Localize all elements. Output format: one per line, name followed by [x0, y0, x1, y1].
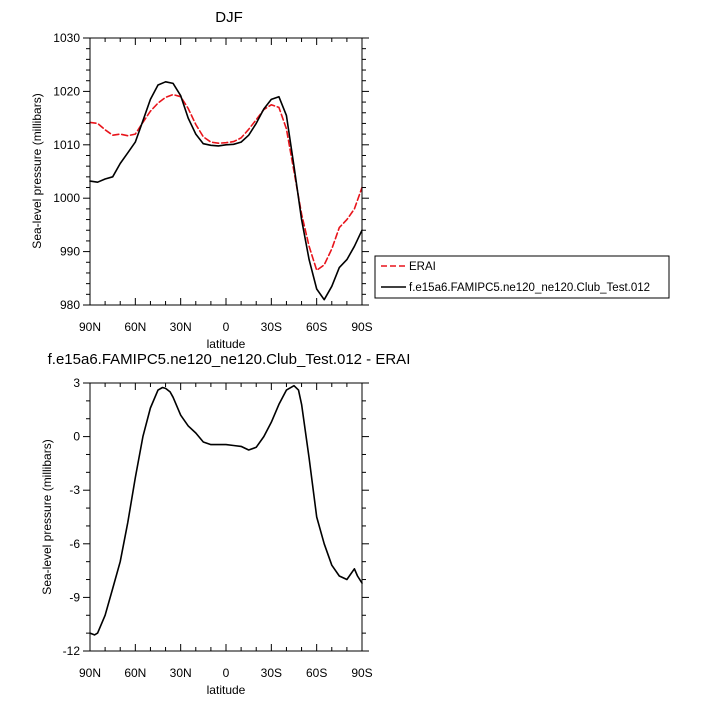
tick-layer: 90N 60N 30N 0 30S 60S 90S 980 990 1000 1010 1020 103… — [53, 31, 372, 334]
x-tick-label: 60S — [306, 320, 327, 334]
y-tick-label: -6 — [69, 537, 80, 551]
x-tick-label: 60N — [124, 320, 146, 334]
y-tick-label: -12 — [63, 644, 81, 658]
x-axis-label: latitude — [207, 683, 246, 697]
y-tick-label: 0 — [73, 430, 80, 444]
y-tick-label: 3 — [73, 376, 80, 390]
y-tick-label: 1010 — [53, 138, 80, 152]
x-tick-label: 90N — [79, 666, 101, 680]
series-line-model — [89, 81, 363, 301]
y-tick-label: 1030 — [53, 31, 80, 45]
x-tick-label: 0 — [223, 320, 230, 334]
tick-layer: 90N 60N 30N 0 30S 60S 90S -12 -9 -6 -3 0 3 — [63, 376, 373, 680]
x-tick-label: 60N — [124, 666, 146, 680]
y-tick-label: 990 — [60, 245, 80, 259]
series-line-erai — [89, 93, 363, 272]
x-tick-label: 90S — [351, 666, 372, 680]
legend-box — [374, 255, 670, 299]
y-tick-label: -9 — [69, 590, 80, 604]
chart-difference-slp: f.e15a6.FAMIPC5.ne120_ne120.Club_Test.01… — [40, 351, 410, 697]
x-tick-label: 30N — [170, 320, 192, 334]
x-tick-label: 30S — [261, 666, 282, 680]
legend-label-model: f.e15a6.FAMIPC5.ne120_ne120.Club_Test.01… — [409, 282, 650, 294]
chart-title: DJF — [215, 9, 243, 26]
legend-label-erai: ERAI — [409, 261, 436, 273]
y-tick-label: 1000 — [53, 191, 80, 205]
x-tick-label: 0 — [223, 666, 230, 680]
x-tick-label: 90N — [79, 320, 101, 334]
legend: ERAI f.e15a6.FAMIPC5.ne120_ne120.Club_Te… — [374, 255, 670, 299]
series-layer — [89, 81, 363, 301]
x-axis-label: latitude — [207, 337, 246, 351]
y-tick-label: 1020 — [53, 84, 80, 98]
series-line-difference — [89, 384, 363, 636]
chart-djf-slp: DJF 90N 60N 30N 0 30S 60S 90S 980 990 1000 1010 102… — [30, 9, 373, 351]
y-tick-label: 980 — [60, 298, 80, 312]
plot-frame — [89, 382, 363, 652]
plot-frame — [89, 37, 363, 306]
y-axis-label: Sea-level pressure (millibars) — [40, 439, 54, 594]
x-tick-label: 90S — [351, 320, 372, 334]
x-tick-label: 60S — [306, 666, 327, 680]
series-layer — [89, 384, 363, 636]
y-axis-label: Sea-level pressure (millibars) — [30, 93, 44, 248]
x-tick-label: 30N — [170, 666, 192, 680]
y-tick-label: -3 — [69, 483, 80, 497]
x-tick-label: 30S — [261, 320, 282, 334]
chart-title: f.e15a6.FAMIPC5.ne120_ne120.Club_Test.01… — [48, 351, 411, 368]
